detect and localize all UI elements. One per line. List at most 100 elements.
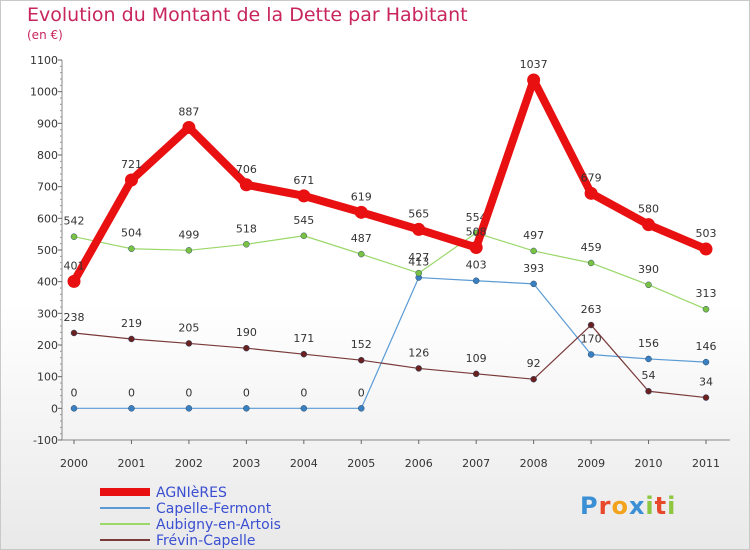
data-label-fr-vin-capelle: 171 [293, 332, 314, 345]
data-label-agni-res: 721 [121, 158, 142, 171]
data-point-aubigny-en-artois [300, 232, 308, 239]
x-tick-label: 2011 [692, 457, 720, 470]
data-label-aubigny-en-artois: 518 [236, 222, 257, 235]
data-label-fr-vin-capelle: 190 [236, 326, 257, 339]
data-label-capelle-fermont: 0 [243, 386, 250, 399]
data-point-fr-vin-capelle [702, 394, 710, 401]
data-label-agni-res: 619 [351, 190, 372, 203]
data-point-fr-vin-capelle [415, 365, 422, 372]
data-label-aubigny-en-artois: 545 [293, 214, 314, 227]
y-tick-label: 400 [37, 276, 58, 289]
legend-label-agni-res: AGNIèRES [156, 485, 227, 501]
data-point-agni-res [527, 73, 541, 87]
logo-letter: t [654, 492, 668, 520]
data-point-capelle-fermont [70, 405, 78, 412]
x-tick-label: 2003 [232, 457, 260, 470]
data-label-capelle-fermont: 393 [523, 262, 544, 275]
data-label-agni-res: 401 [64, 259, 85, 272]
data-point-agni-res [584, 186, 598, 200]
data-point-fr-vin-capelle [472, 370, 480, 378]
data-label-fr-vin-capelle: 126 [408, 346, 429, 359]
data-label-capelle-fermont: 0 [358, 386, 365, 399]
data-point-fr-vin-capelle [70, 329, 78, 337]
proxiti-logo: Proxiti [580, 492, 676, 520]
data-label-aubigny-en-artois: 390 [638, 263, 659, 276]
data-label-capelle-fermont: 0 [128, 386, 135, 399]
data-label-fr-vin-capelle: 238 [64, 311, 85, 324]
data-point-aubigny-en-artois [185, 247, 193, 254]
data-point-aubigny-en-artois [70, 233, 78, 240]
x-tick-label: 2001 [117, 457, 145, 470]
legend-label-aubigny-en-artois: Aubigny-en-Artois [156, 517, 281, 533]
data-label-fr-vin-capelle: 263 [581, 303, 602, 316]
data-point-agni-res [182, 120, 196, 134]
data-point-aubigny-en-artois [530, 247, 537, 255]
y-tick-label: 300 [37, 307, 58, 320]
data-label-fr-vin-capelle: 109 [466, 352, 487, 365]
data-label-aubigny-en-artois: 499 [178, 228, 199, 241]
chart-subtitle: (en €) [27, 28, 63, 42]
legend-label-fr-vin-capelle: Frévin-Capelle [156, 533, 255, 549]
y-tick-label: 700 [37, 181, 58, 194]
x-tick-label: 2002 [175, 457, 203, 470]
data-label-capelle-fermont: 403 [466, 259, 487, 272]
data-label-agni-res: 679 [581, 171, 602, 184]
data-point-aubigny-en-artois [702, 305, 710, 313]
data-point-agni-res [297, 189, 311, 203]
data-label-aubigny-en-artois: 542 [64, 215, 85, 228]
data-label-aubigny-en-artois: 427 [408, 251, 429, 264]
chart-title: Evolution du Montant de la Dette par Hab… [27, 4, 468, 26]
logo-letter: i [645, 492, 655, 520]
data-point-agni-res [67, 274, 81, 288]
x-tick-label: 2010 [635, 457, 663, 470]
series-line-aubigny-en-artois [73, 232, 707, 310]
data-point-capelle-fermont [645, 355, 652, 363]
data-label-agni-res: 706 [236, 163, 257, 176]
data-label-fr-vin-capelle: 205 [178, 321, 199, 334]
data-label-capelle-fermont: 156 [638, 337, 659, 350]
data-point-fr-vin-capelle [243, 344, 250, 352]
data-point-fr-vin-capelle [185, 340, 193, 347]
y-tick-label: -100 [33, 434, 58, 447]
logo-letter: i [667, 492, 677, 520]
data-point-fr-vin-capelle [128, 335, 135, 343]
data-point-capelle-fermont [587, 351, 595, 358]
data-label-fr-vin-capelle: 92 [527, 357, 541, 370]
x-tick-label: 2000 [60, 457, 88, 470]
data-point-fr-vin-capelle [645, 387, 652, 395]
data-point-aubigny-en-artois [358, 250, 365, 258]
data-point-fr-vin-capelle [358, 356, 365, 364]
data-point-aubigny-en-artois [415, 269, 422, 277]
x-tick-label: 2008 [520, 457, 548, 470]
y-tick-label: 600 [37, 212, 58, 225]
data-label-capelle-fermont: 0 [71, 386, 78, 399]
data-point-agni-res [412, 222, 426, 236]
data-point-fr-vin-capelle [587, 321, 595, 329]
y-tick-label: 100 [37, 371, 58, 384]
y-tick-label: 900 [37, 117, 58, 130]
data-label-capelle-fermont: 0 [185, 386, 192, 399]
logo-letter: o [611, 492, 629, 520]
data-point-capelle-fermont [185, 405, 193, 412]
data-label-fr-vin-capelle: 219 [121, 317, 142, 330]
data-point-agni-res [239, 178, 253, 192]
x-tick-label: 2009 [577, 457, 605, 470]
data-point-capelle-fermont [358, 405, 365, 412]
data-label-aubigny-en-artois: 504 [121, 227, 142, 240]
x-tick-label: 2004 [290, 457, 318, 470]
data-label-agni-res: 580 [638, 203, 659, 216]
data-label-agni-res: 671 [293, 174, 314, 187]
data-label-agni-res: 503 [696, 227, 717, 240]
y-tick-label: 1000 [30, 86, 58, 99]
data-label-agni-res: 565 [408, 207, 429, 220]
data-label-aubigny-en-artois: 313 [696, 287, 717, 300]
data-label-agni-res: 508 [466, 225, 487, 238]
data-point-capelle-fermont [300, 405, 308, 412]
data-point-agni-res [124, 173, 138, 187]
data-label-aubigny-en-artois: 487 [351, 232, 372, 245]
x-tick-label: 2007 [462, 457, 490, 470]
logo-letter: x [628, 492, 646, 520]
data-label-agni-res: 1037 [520, 58, 548, 71]
data-point-agni-res [642, 218, 656, 232]
